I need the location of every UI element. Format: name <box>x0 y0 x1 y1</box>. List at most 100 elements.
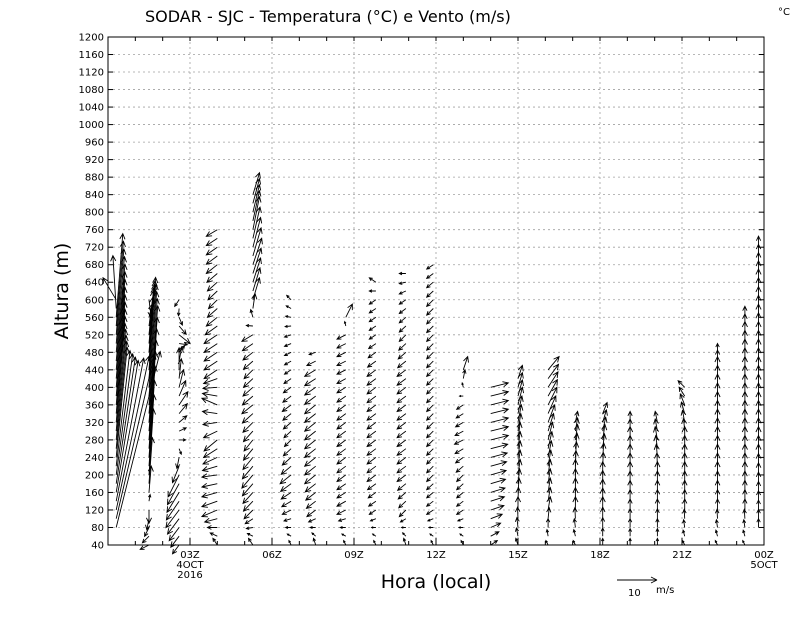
wind-vector <box>283 439 292 448</box>
wind-vector <box>203 360 218 371</box>
wind-vector <box>288 539 292 546</box>
wind-vector <box>677 379 686 388</box>
wind-vector <box>396 378 407 386</box>
wind-vector <box>516 467 523 484</box>
wind-vector <box>305 360 316 366</box>
wind-vector <box>682 539 686 546</box>
wind-vector <box>178 325 187 336</box>
wind-vector <box>241 334 254 342</box>
wind-vector <box>200 509 218 518</box>
wind-vector <box>455 509 464 515</box>
wind-vector <box>425 500 434 507</box>
wind-vector <box>336 343 347 349</box>
wind-vector <box>201 420 218 427</box>
wind-vector <box>600 516 606 528</box>
wind-vector <box>178 379 187 397</box>
wind-vector <box>115 356 138 484</box>
wind-vector <box>547 378 558 397</box>
wind-vector <box>280 500 292 508</box>
wind-vector <box>368 316 377 323</box>
wind-vector <box>115 352 136 475</box>
y-tick-label: 880 <box>85 173 104 184</box>
y-tick-label: 560 <box>85 313 104 324</box>
wind-vector <box>547 412 555 432</box>
wind-vector <box>244 518 254 525</box>
wind-vector <box>714 508 720 519</box>
wind-vector <box>303 369 316 377</box>
wind-vector <box>242 500 254 512</box>
wind-vector <box>600 526 605 537</box>
x-axis-title: Hora (local) <box>381 571 492 593</box>
wind-vector <box>425 430 434 439</box>
wind-vector <box>115 263 128 353</box>
wind-vector <box>165 500 180 521</box>
y-axis-title: Altura (m) <box>51 243 73 340</box>
wind-vector <box>655 527 660 537</box>
wind-vector <box>282 386 292 394</box>
wind-vector <box>336 413 347 421</box>
wind-vector <box>425 273 434 280</box>
wind-vector <box>284 525 292 530</box>
wind-vector <box>171 466 180 484</box>
wind-vector <box>282 422 292 430</box>
wind-vector <box>462 368 467 379</box>
wind-vector <box>455 404 464 410</box>
wind-vector <box>514 526 519 537</box>
wind-vector <box>396 430 407 439</box>
wind-vector <box>368 299 377 305</box>
wind-vector <box>547 386 558 406</box>
wind-vector <box>167 474 180 498</box>
wind-vector <box>245 323 253 328</box>
wind-vector <box>368 325 377 331</box>
wind-vector <box>281 509 292 515</box>
wind-vector <box>336 500 347 507</box>
wind-vector <box>308 351 316 356</box>
wind-vector <box>600 537 605 545</box>
wind-vector <box>241 413 254 424</box>
wind-vector <box>682 518 686 528</box>
wind-vector <box>303 430 316 441</box>
wind-vector <box>547 395 557 414</box>
y-tick-label: 480 <box>85 348 104 359</box>
wind-vector <box>170 535 180 549</box>
wind-vector <box>246 533 254 537</box>
wind-vector <box>336 474 347 483</box>
wind-vector <box>490 407 510 415</box>
wind-vector <box>303 474 316 485</box>
wind-vector <box>145 510 153 525</box>
y-tick-label: 800 <box>85 208 104 219</box>
wind-vector <box>368 509 377 515</box>
wind-vector <box>366 395 377 404</box>
wind-vector <box>400 526 406 529</box>
wind-vector <box>168 527 180 542</box>
wind-vector <box>286 533 292 537</box>
wind-vector <box>241 343 254 352</box>
wind-vector <box>425 325 434 334</box>
wind-vector <box>205 229 218 237</box>
wind-vector <box>205 316 218 327</box>
wind-vector <box>425 316 434 325</box>
wind-vector <box>396 483 407 491</box>
wind-vector <box>425 413 434 421</box>
wind-vector <box>516 449 523 467</box>
wind-vector <box>371 533 377 537</box>
reference-vector: 10 m/s <box>617 576 674 599</box>
wind-vector <box>336 351 347 358</box>
wind-vector <box>490 398 510 406</box>
wind-vector <box>628 537 632 545</box>
wind-vector <box>679 392 686 406</box>
wind-vector <box>115 346 130 458</box>
wind-vector <box>396 369 407 378</box>
y-tick-label: 720 <box>85 243 104 254</box>
wind-vector <box>653 410 659 423</box>
y-tick-label: 40 <box>91 541 104 552</box>
wind-vector <box>241 395 254 406</box>
wind-vector <box>425 404 434 413</box>
wind-vector <box>572 528 577 537</box>
wind-vector <box>282 395 292 403</box>
wind-vector <box>425 299 434 308</box>
wind-vector <box>203 439 218 452</box>
wind-vector <box>398 308 407 315</box>
